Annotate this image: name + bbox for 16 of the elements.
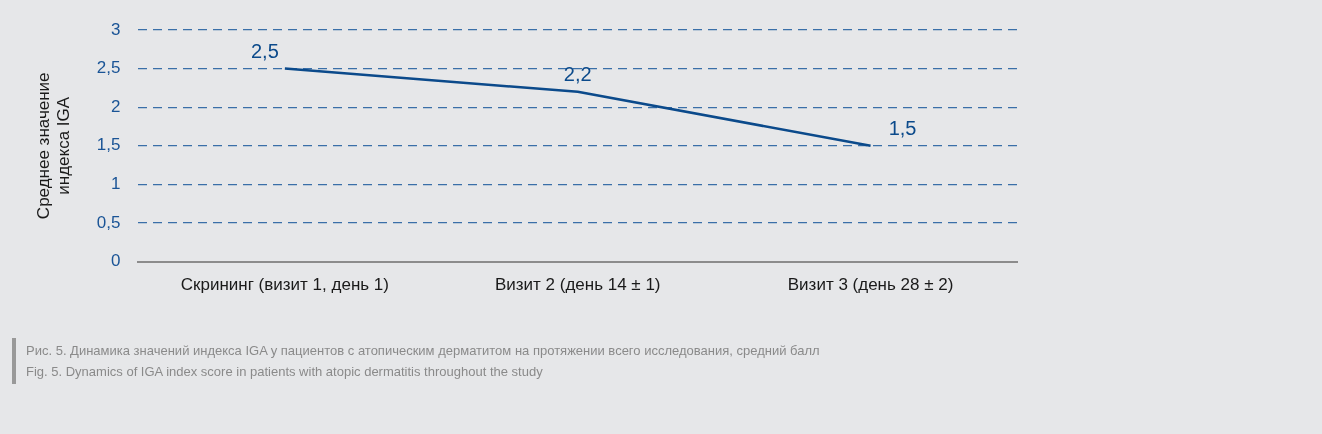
y-tick-label: 2 xyxy=(110,96,121,116)
x-tick-label: Визит 3 (день 28 ± 2) xyxy=(787,275,954,295)
x-tick-label: Скрининг (визит 1, день 1) xyxy=(180,275,389,295)
y-tick-label: 3 xyxy=(110,19,121,39)
y-tick-label: 0 xyxy=(110,251,121,271)
y-tick-label: 2,5 xyxy=(96,58,121,78)
y-tick-label: 0,5 xyxy=(96,212,121,232)
data-label: 2,5 xyxy=(250,40,279,63)
caption: Fig. 5. Dynamics of IGA index score in patients with atopic dermatitis throughout the study xyxy=(26,363,544,381)
y-tick-label: 1,5 xyxy=(96,135,121,155)
y-axis-title: Среднее значение индекса IGA xyxy=(33,72,74,220)
text: Рис. 5. Динамика значений индекса IGA у пациентов с атопическим дерматитом на протяжении всего исследования, средний балл xyxy=(26,342,821,360)
y-tick-label: 1 xyxy=(110,174,121,194)
data-label: 1,5 xyxy=(888,117,917,140)
data-label: 2,2 xyxy=(563,63,592,86)
x-tick-label: Визит 2 (день 14 ± 1) xyxy=(494,275,661,295)
